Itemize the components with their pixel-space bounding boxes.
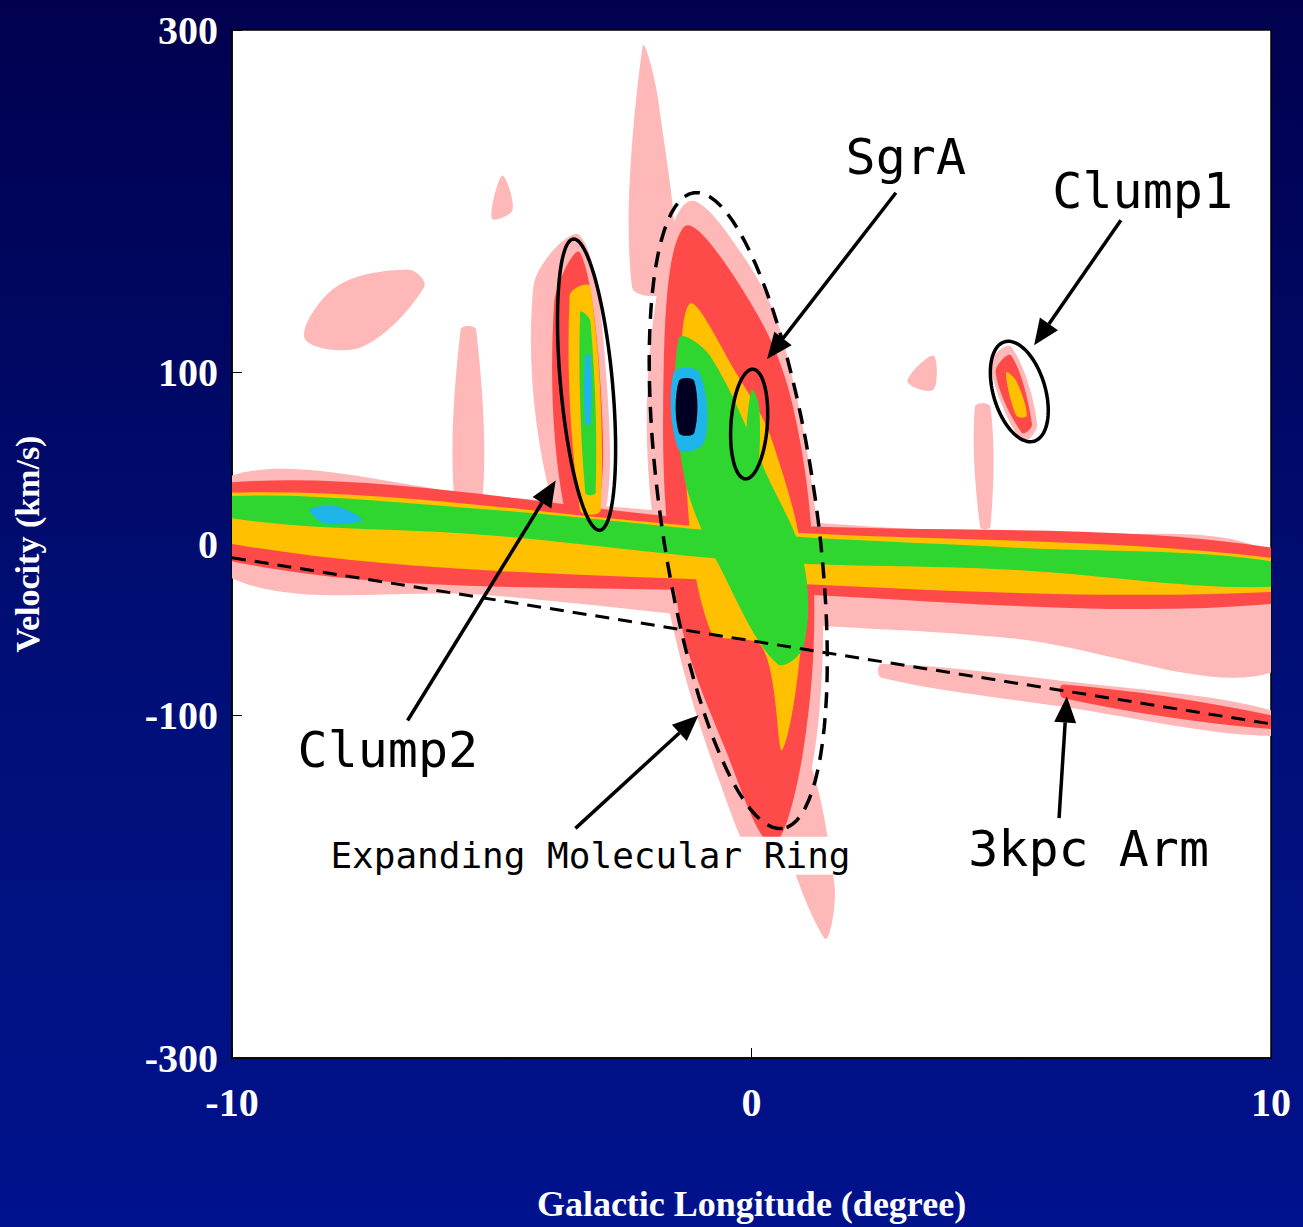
svg-text:100: 100	[158, 350, 218, 395]
svg-text:Galactic Longitude (degree): Galactic Longitude (degree)	[537, 1184, 966, 1224]
svg-text:300: 300	[158, 8, 218, 53]
svg-text:-300: -300	[145, 1036, 218, 1081]
svg-text:Velocity (km/s): Velocity (km/s)	[9, 436, 47, 653]
svg-text:Clump1: Clump1	[1052, 162, 1233, 220]
svg-text:10: 10	[1251, 1080, 1291, 1125]
svg-text:-10: -10	[205, 1080, 258, 1125]
svg-text:0: 0	[742, 1080, 762, 1125]
svg-text:Clump2: Clump2	[298, 721, 479, 779]
svg-text:-100: -100	[145, 693, 218, 738]
svg-text:0: 0	[198, 522, 218, 567]
svg-text:3kpc Arm: 3kpc Arm	[968, 820, 1209, 878]
svg-text:Expanding Molecular Ring: Expanding Molecular Ring	[330, 835, 850, 876]
svg-text:SgrA: SgrA	[846, 128, 966, 186]
